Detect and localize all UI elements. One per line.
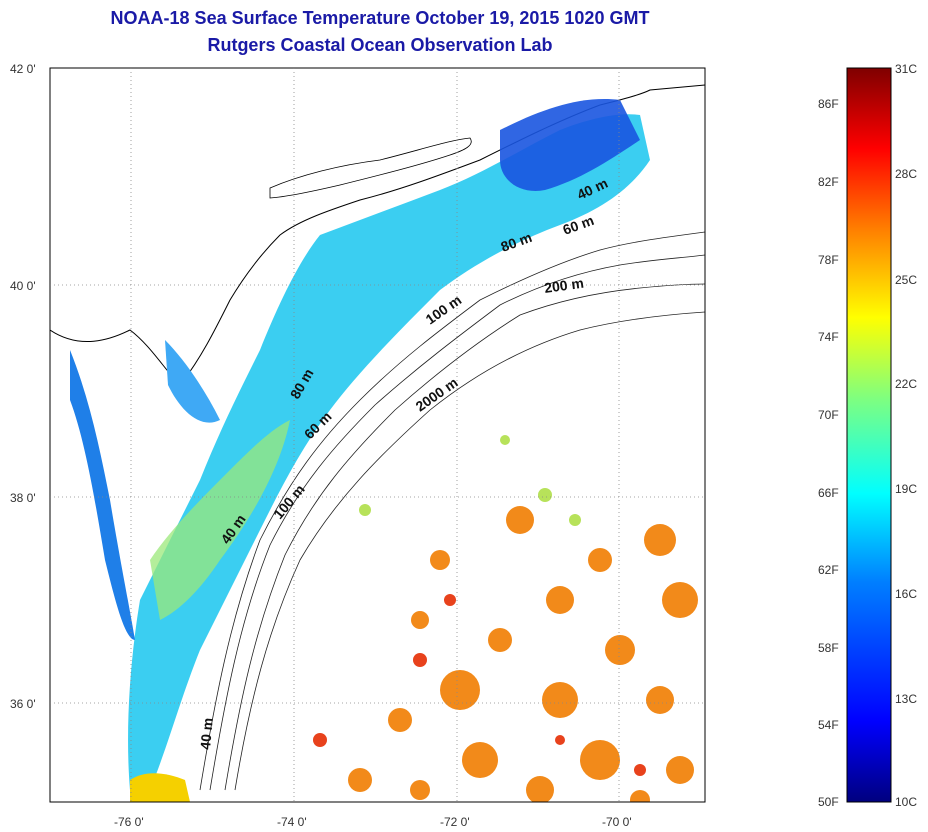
contour-label: 200 m: [543, 275, 585, 296]
colorbar-c-label: 31C: [895, 62, 917, 76]
lon-tick-74: -74 0': [277, 815, 307, 829]
warm-shelf-patch: [150, 420, 290, 620]
bathymetry-contours: [199, 231, 705, 791]
long-island: [269, 137, 472, 199]
delaware-bay-water: [165, 340, 220, 423]
lon-tick-76: -76 0': [114, 815, 144, 829]
lon-tick-70: -70 0': [602, 815, 632, 829]
offshore-mild-patches: [359, 435, 581, 526]
colorbar-f-label: 54F: [818, 718, 839, 732]
colorbar-f-label: 58F: [818, 641, 839, 655]
shelf-water: [128, 114, 651, 791]
lon-tick-72: -72 0': [440, 815, 470, 829]
colorbar-c-label: 10C: [895, 795, 917, 809]
chesapeake-water: [70, 350, 135, 640]
lat-tick-42: 42 0': [10, 62, 36, 76]
colorbar-c-label: 28C: [895, 167, 917, 181]
southern-warm-patch: [130, 773, 190, 802]
map-title: NOAA-18 Sea Surface Temperature October …: [110, 8, 650, 28]
map-plot-area: [50, 68, 705, 802]
colorbar-f-label: 66F: [818, 486, 839, 500]
lat-tick-40: 40 0': [10, 279, 36, 293]
colorbar-c-label: 22C: [895, 377, 917, 391]
contour-label: 40 m: [197, 717, 216, 750]
lat-tick-38: 38 0': [10, 491, 36, 505]
colorbar-f-label: 86F: [818, 97, 839, 111]
lat-tick-36: 36 0': [10, 697, 36, 711]
cold-ne-patch: [500, 99, 640, 191]
offshore-hot-patches: [313, 594, 646, 776]
colorbar-f-label: 82F: [818, 175, 839, 189]
colorbar-f-label: 78F: [818, 253, 839, 267]
colorbar-c-label: 13C: [895, 692, 917, 706]
colorbar-f-label: 70F: [818, 408, 839, 422]
colorbar-c-label: 16C: [895, 587, 917, 601]
colorbar-f-label: 62F: [818, 563, 839, 577]
colorbar-c-label: 25C: [895, 273, 917, 287]
offshore-warm-patches: [348, 506, 698, 802]
colorbar-f-label: 50F: [818, 795, 839, 809]
map-frame-border: [49, 67, 706, 803]
colorbar-f-label: 74F: [818, 330, 839, 344]
colorbar: [846, 67, 892, 803]
map-subtitle: Rutgers Coastal Ocean Observation Lab: [207, 35, 553, 55]
colorbar-c-label: 19C: [895, 482, 917, 496]
